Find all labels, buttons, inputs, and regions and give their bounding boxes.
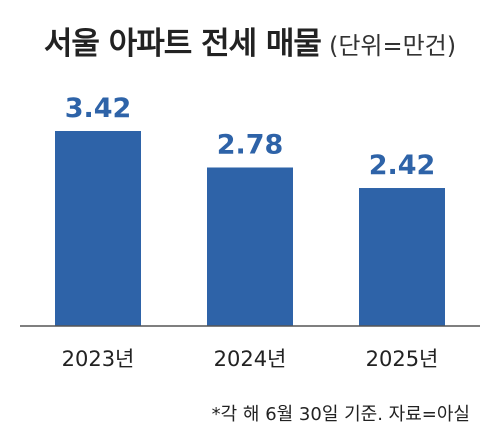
bar-2025년 (359, 188, 445, 326)
labels-layer: 3.42 2023년 2.78 2024년 2.42 2025년 (62, 93, 439, 371)
bar-2024년 (207, 167, 293, 326)
bar-2023년 (55, 131, 141, 326)
category-label: 2025년 (366, 347, 439, 371)
value-label: 2.78 (217, 129, 284, 160)
category-label: 2024년 (214, 347, 287, 371)
category-label: 2023년 (62, 347, 135, 371)
source-footnote: *각 해 6월 30일 기준. 자료=아실 (211, 404, 470, 425)
value-label: 3.42 (65, 93, 132, 124)
chart-title: 서울 아파트 전세 매물 (43, 26, 322, 62)
bars-layer (55, 131, 445, 326)
chart-unit-label: (단위=만건) (328, 32, 457, 60)
chart-title-row: 서울 아파트 전세 매물 (단위=만건) (0, 18, 500, 63)
value-label: 2.42 (369, 150, 436, 181)
